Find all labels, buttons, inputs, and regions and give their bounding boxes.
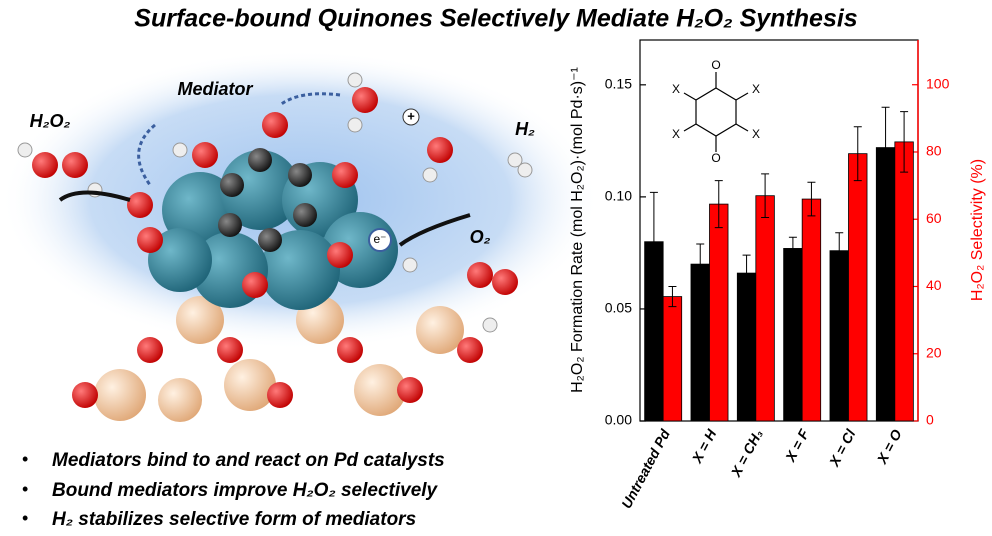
electron-label: e⁻ [373,232,386,246]
o2-label: O₂ [470,227,491,247]
bar [755,195,775,422]
y2-axis-title: H₂O₂ Selectivity (%) [969,159,986,301]
bullet-dot: • [22,479,28,499]
bullet: H₂ stabilizes selective form of mediator… [52,509,416,530]
bar [875,147,896,422]
structure-atom: O [711,151,720,165]
error-bar [696,243,705,285]
bar [829,250,849,422]
y-tick-label: 0.15 [605,76,632,92]
x-tick-label: X = Cl [825,426,859,470]
y2-tick-label: 20 [926,344,942,360]
bar [894,141,914,422]
bullet-dot: • [22,449,28,469]
y2-tick-label: 80 [926,143,942,159]
error-bar [742,254,751,292]
error-bar [761,173,770,219]
title: Surface-bound Quinones Selectively Media… [134,5,858,33]
error-bar [649,191,658,292]
y-tick-label: 0.05 [605,300,632,316]
structure-atom: X [672,82,680,96]
x-tick-label: X = F [782,426,813,465]
x-tick-label: X = O [873,427,905,467]
structure-atom: O [711,58,720,72]
x-tick-label: X = CH₃ [727,427,766,480]
structure: O O X X X X [672,58,760,165]
bar [848,153,868,422]
y2-tick-label: 60 [926,210,942,226]
error-bar [853,126,862,182]
x-tick-label: X = H [688,426,720,466]
error-bar [668,285,677,308]
bar [736,272,757,422]
structure-atom: X [672,127,680,141]
bar [801,198,822,422]
mediator-label: Mediator [177,79,253,99]
h2o2-label: H₂O₂ [30,111,71,131]
y-tick-label: 0.00 [605,412,632,428]
bar [690,263,710,422]
x-tick-label: Untreated Pd [618,426,673,511]
h2-label: H₂ [515,119,535,139]
structure-atom: X [752,82,760,96]
error-bar [835,232,844,270]
bullet: Bound mediators improve H₂O₂ selectively [52,480,439,501]
bullet: Mediators bind to and react on Pd cataly… [52,450,445,471]
bar [709,203,729,422]
error-bar [807,181,816,217]
structure-atom: X [752,127,760,141]
y2-tick-label: 100 [926,75,950,91]
y2-tick-label: 40 [926,277,942,293]
proton-label: + [407,108,415,123]
bullets: • • • Mediators bind to and react on Pd … [22,449,445,530]
y-axis-title: H₂O₂ Formation Rate (mol H₂O₂)·(mol Pd·s… [569,67,586,393]
y2-tick-label: 0 [926,412,934,428]
illustration: e⁻ + Mediator H₂O₂ H₂ O₂ [0,50,600,422]
error-bar [788,236,797,261]
bar [662,296,683,422]
error-bar [714,180,723,229]
bar [783,248,803,422]
y-tick-label: 0.10 [605,188,632,204]
bullet-dot: • [22,508,28,528]
error-bar [900,111,909,173]
error-bar [881,106,890,189]
